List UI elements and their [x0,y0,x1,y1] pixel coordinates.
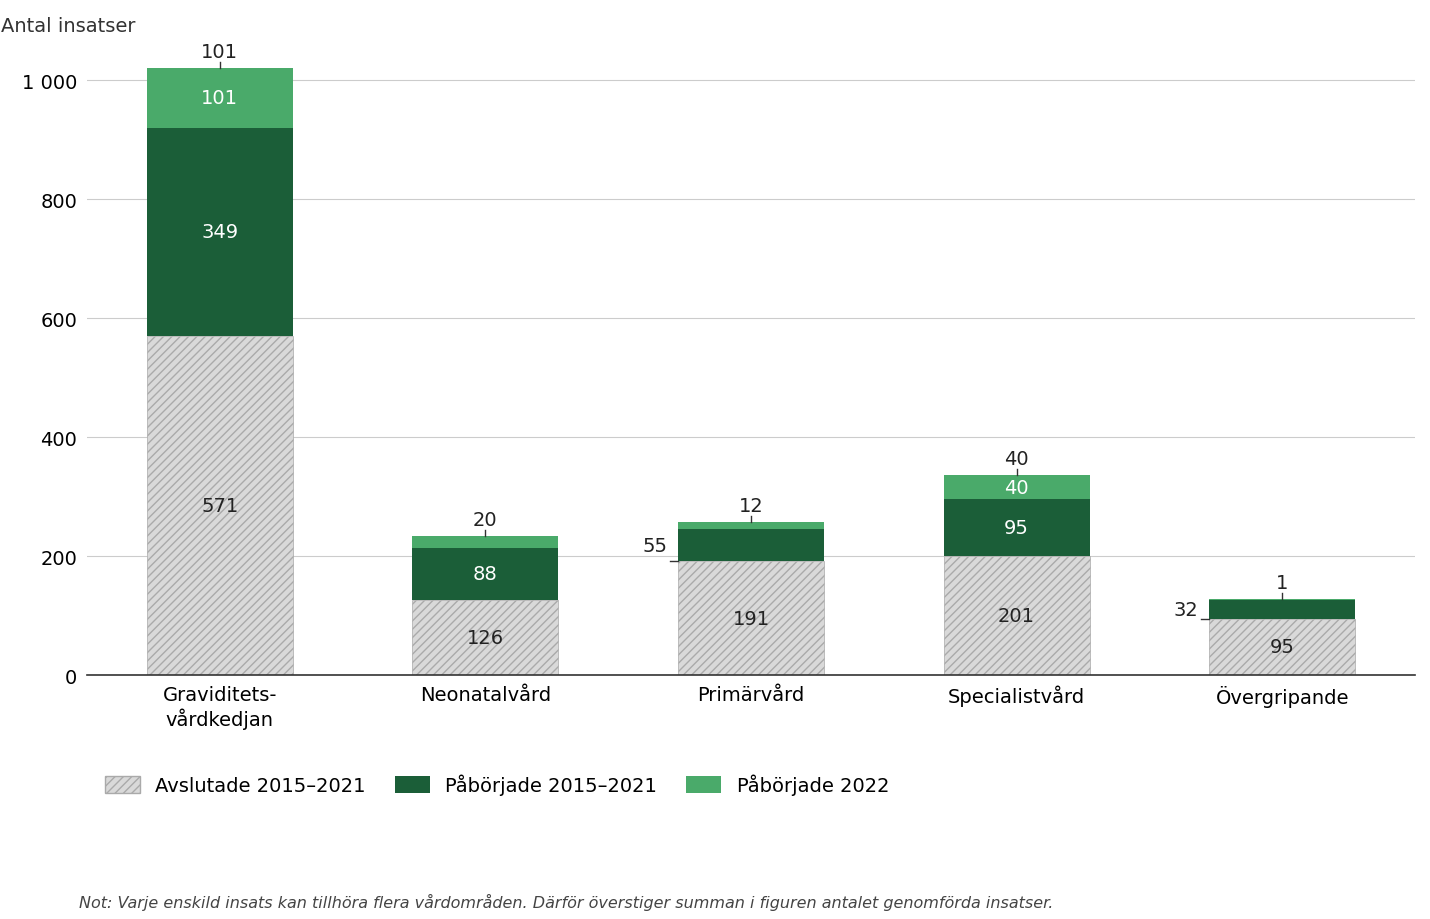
Bar [412,537,559,549]
Text: 349: 349 [202,223,239,242]
Text: Not: Varje enskild insats kan tillhöra flera vårdområden. Därför överstiger summ: Not: Varje enskild insats kan tillhöra f… [79,893,1052,910]
Bar [678,562,824,675]
Bar [1210,618,1356,675]
Bar [944,500,1090,556]
Bar [678,522,824,529]
Text: 12: 12 [739,496,764,515]
Text: 126: 126 [466,629,503,647]
Text: 20: 20 [473,510,498,529]
Bar [147,69,293,129]
Bar [147,336,293,675]
Text: 88: 88 [473,565,498,584]
Bar [412,549,559,600]
Bar [412,600,559,675]
Bar [147,129,293,336]
Text: 40: 40 [1004,449,1030,469]
Text: 32: 32 [1174,600,1198,618]
Bar [678,529,824,562]
Text: 571: 571 [202,496,239,516]
Text: 95: 95 [1270,638,1294,656]
Bar [944,476,1090,500]
Text: 95: 95 [1004,518,1030,538]
Text: 40: 40 [1004,478,1030,497]
Text: 101: 101 [202,43,239,62]
Text: 101: 101 [202,89,239,108]
Text: 55: 55 [642,536,668,555]
Text: 191: 191 [732,609,769,628]
Legend: Avslutade 2015–2021, Påbörjade 2015–2021, Påbörjade 2022: Avslutade 2015–2021, Påbörjade 2015–2021… [97,766,897,803]
Bar [1210,600,1356,618]
Bar [944,556,1090,675]
Text: 1: 1 [1276,573,1288,592]
Text: Antal insatser: Antal insatser [1,17,136,36]
Text: 201: 201 [998,607,1035,625]
